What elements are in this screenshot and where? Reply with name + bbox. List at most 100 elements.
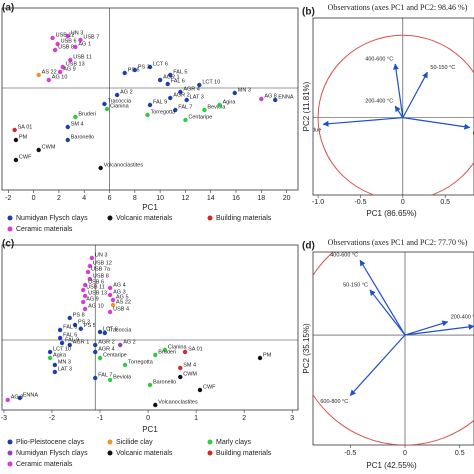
plot-frame [1,7,299,191]
point-label: Volcanoclastites [104,162,144,168]
point [162,347,168,353]
x-tick-label: 4 [82,195,86,202]
point [122,70,127,76]
legend-marker [107,450,113,456]
point [257,355,263,361]
point-label: AGR 1 [163,74,180,80]
point-label: USB 12 [56,32,75,38]
x-tick-label: 10 [156,195,164,202]
point-label: Torregotta [128,359,154,365]
loading-vector [349,334,406,396]
point-label: PS 3 [78,319,90,325]
point [107,377,113,383]
loading-vector [369,289,406,336]
point-label: AG 8 [264,93,277,99]
point-label: Bruderi [158,349,176,355]
point [13,137,19,143]
vector-label: 50-150 °C [430,65,455,71]
point [132,67,138,73]
point [82,282,88,288]
point [59,340,65,346]
point-label: CWF [203,384,216,390]
point-label: Torregotta [150,109,176,115]
point [87,276,93,282]
legend-marker [7,215,13,221]
point-label: Cianina [168,344,188,350]
point-label: PS 5 [84,323,96,329]
point-label: AS 22 [42,69,57,75]
x-tick-label: 0 [32,195,36,202]
legend-marker [107,439,113,445]
point [102,330,108,336]
point [97,329,103,335]
point [157,77,163,83]
x-tick-label: -1 [97,415,103,422]
point-label: LCT 10 [53,346,71,352]
point [72,322,78,328]
point [60,64,65,70]
point-label: ENNA [278,94,294,100]
legend-label: Sicilide clay [116,439,153,446]
point-label: ENNA [23,392,39,398]
x-tick-label: -0.5 [354,199,366,206]
point [114,92,120,98]
point [178,89,183,95]
legend-marker [207,450,213,456]
point-label: LCT 6 [103,326,118,332]
point-label: CWF [19,154,32,160]
point [110,302,116,308]
point-label: USB 12 [93,260,112,266]
point [78,326,84,331]
point-label: PS 3 [138,64,150,70]
point [36,147,41,153]
point-label: PM [263,352,272,358]
point-label: SM 4 [183,362,196,368]
vector-label: Residue [301,128,321,134]
point [107,285,113,291]
point-label: FAL 5 [63,324,77,330]
point [57,335,63,341]
x-tick-label: 0 [146,415,150,422]
point [147,64,153,70]
point [168,72,173,78]
point [68,57,73,63]
loading-vector [404,320,449,336]
point-label: LAT 3 [190,94,204,100]
point [12,127,17,133]
point [104,106,110,112]
point [50,35,55,41]
point [165,81,170,87]
vector-label: 600-800 °C [473,131,474,137]
legend-marker [7,450,13,456]
loading-vector [359,259,406,336]
legend-label: Numidyan Flysch clays [16,215,88,222]
point [52,47,58,53]
point [73,44,78,50]
point [85,269,91,275]
point-label: PM [19,134,28,140]
point-label: AG 5 [116,294,129,300]
point [147,382,153,388]
legend-marker [7,461,13,467]
point-label: AG 9 [63,66,76,72]
point-label: CWM [183,371,197,377]
point-label: AGR 4 [183,86,200,92]
point-label: UN 3 [71,30,84,36]
x-axis-label: PC1 [142,203,158,212]
point [36,72,41,78]
x-tick-label: 0.5 [440,199,450,206]
vector-label: 400-600 °C [330,253,358,259]
point-label: Baronello [153,379,176,385]
vector-label: 600-800 °C [320,399,348,405]
point [107,309,113,315]
point-label: PS 8 [73,312,85,318]
point [107,292,113,298]
point-label: Beviola [207,104,226,110]
point [153,352,158,358]
y-axis-label: PC2 (35.15%) [302,323,311,374]
point [147,102,153,108]
x-tick-label: 14 [207,195,215,202]
point-label: Agira [223,99,237,105]
